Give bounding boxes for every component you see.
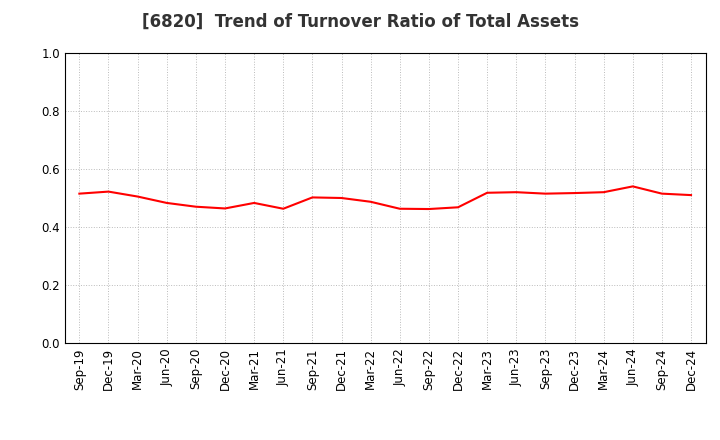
Text: [6820]  Trend of Turnover Ratio of Total Assets: [6820] Trend of Turnover Ratio of Total … [142,13,578,31]
